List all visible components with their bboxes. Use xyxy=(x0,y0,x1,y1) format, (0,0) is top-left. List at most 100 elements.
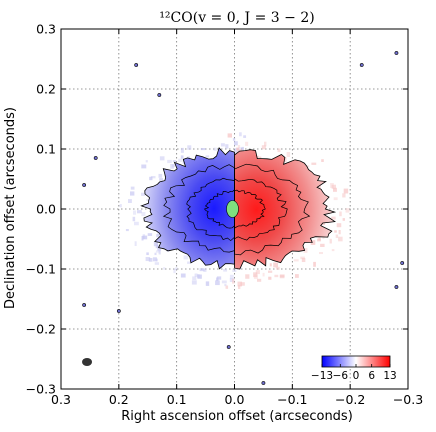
blue-emission-speck xyxy=(156,234,160,238)
blue-emission-speck xyxy=(239,132,242,137)
blue-emission-speck xyxy=(141,212,146,217)
blue-emission-speck xyxy=(141,164,147,169)
blue-emission-speck xyxy=(141,236,144,241)
blue-emission-speck xyxy=(152,257,157,262)
blue-emission-speck xyxy=(178,158,182,163)
red-emission-speck xyxy=(321,159,324,162)
blue-emission-speck xyxy=(225,144,229,149)
y-axis-label: Declination offset (arcseconds) xyxy=(3,107,18,309)
blue-emission-speck xyxy=(197,274,200,278)
red-contour xyxy=(234,189,266,229)
red-emission-speck xyxy=(320,243,325,248)
blue-emission-speck xyxy=(187,145,192,150)
blue-emission-speck xyxy=(167,159,172,164)
y-tick-label: 0.3 xyxy=(36,22,56,37)
red-emission-speck xyxy=(245,274,250,279)
red-emission-speck xyxy=(342,193,346,198)
blue-emission-speck xyxy=(205,281,210,286)
blue-emission-speck xyxy=(183,255,189,260)
red-emission-speck xyxy=(245,141,249,146)
red-lobe xyxy=(234,149,337,270)
blue-emission-speck xyxy=(141,192,146,196)
blue-emission-speck xyxy=(163,267,166,270)
blue-emission-speck xyxy=(159,178,164,181)
x-tick-label: 0.3 xyxy=(51,392,71,407)
blue-emission-speck xyxy=(241,146,244,152)
red-emission-speck xyxy=(273,262,279,268)
x-tick-label: −0.2 xyxy=(335,392,365,407)
red-emission-speck xyxy=(293,259,299,262)
blue-emission-speck xyxy=(130,191,135,196)
colorbar-tick-label: 13 xyxy=(383,370,396,382)
y-tick-labels: −0.3 −0.2 −0.1 0.0 0.1 0.2 0.3 xyxy=(26,22,56,397)
central-mask xyxy=(226,200,239,218)
emission-blob xyxy=(134,63,139,67)
blue-emission-speck xyxy=(191,280,197,285)
red-emission-speck xyxy=(264,141,267,147)
x-axis-label: Right ascension offset (arcseconds) xyxy=(121,409,353,424)
red-emission-speck xyxy=(313,261,316,267)
red-emission-speck xyxy=(338,236,343,242)
blue-contour xyxy=(203,188,235,229)
red-emission-speck xyxy=(331,249,335,252)
blue-emission-speck xyxy=(224,283,227,287)
emission-blob xyxy=(359,63,364,67)
plot-area xyxy=(60,28,409,390)
emission-blob xyxy=(82,183,87,187)
blue-emission-speck xyxy=(221,280,227,284)
emission-blob xyxy=(93,156,98,160)
blue-emission-speck xyxy=(145,257,151,262)
colorbar-tick-label: −6 xyxy=(333,370,349,382)
red-emission-speck xyxy=(237,281,242,287)
emission-blob xyxy=(226,345,231,349)
x-tick-labels: 0.3 0.2 0.1 0.0 −0.1 −0.2 −0.3 xyxy=(51,392,423,407)
blue-emission-speck xyxy=(215,280,220,286)
red-emission-speck xyxy=(301,258,306,263)
blue-emission-speck xyxy=(134,241,137,247)
blue-emission-speck xyxy=(157,245,162,251)
blue-emission-speck xyxy=(205,155,210,158)
blue-emission-speck xyxy=(149,176,153,181)
red-emission-speck xyxy=(275,266,280,270)
blue-emission-speck xyxy=(155,250,160,253)
blue-emission-speck xyxy=(147,233,153,236)
red-emission-speck xyxy=(318,235,321,241)
red-contour xyxy=(234,178,288,241)
red-emission-speck xyxy=(259,156,262,159)
red-emission-speck xyxy=(240,282,245,286)
blue-emission-speck xyxy=(170,164,174,169)
red-emission-speck xyxy=(335,234,339,238)
emission-blob xyxy=(157,93,162,97)
red-emission-speck xyxy=(343,188,349,194)
y-tick-label: 0.0 xyxy=(36,202,56,217)
beam-ellipse xyxy=(82,358,93,366)
red-emission-speck xyxy=(331,184,336,189)
red-emission-speck xyxy=(334,230,337,233)
colorbar-tick-label: 6 xyxy=(368,370,375,382)
red-emission-speck xyxy=(232,278,235,284)
y-tick-label: 0.2 xyxy=(36,82,56,97)
x-tick-label: −0.3 xyxy=(393,392,423,407)
blue-emission-speck xyxy=(137,210,142,214)
red-emission-speck xyxy=(257,278,262,282)
blue-contour xyxy=(162,164,235,253)
red-emission-speck xyxy=(345,208,350,213)
emission-blob xyxy=(82,303,87,307)
red-emission-speck xyxy=(333,197,338,201)
red-emission-speck xyxy=(283,157,287,163)
blue-emission-speck xyxy=(232,269,237,272)
emission-blob xyxy=(116,309,121,313)
red-emission-speck xyxy=(274,274,279,278)
y-tick-label: −0.1 xyxy=(26,262,56,277)
red-emission-speck xyxy=(295,274,299,278)
red-emission-speck xyxy=(253,274,258,279)
axis-ticks xyxy=(60,28,409,390)
blue-emission-speck xyxy=(142,234,146,239)
blue-emission-speck xyxy=(234,141,238,146)
red-emission-speck xyxy=(238,285,241,290)
y-tick-label: −0.3 xyxy=(26,382,56,397)
red-emission-speck xyxy=(333,187,337,192)
blue-emission-speck xyxy=(154,262,160,265)
red-emission-speck xyxy=(338,230,341,235)
red-emission-speck xyxy=(237,145,241,149)
